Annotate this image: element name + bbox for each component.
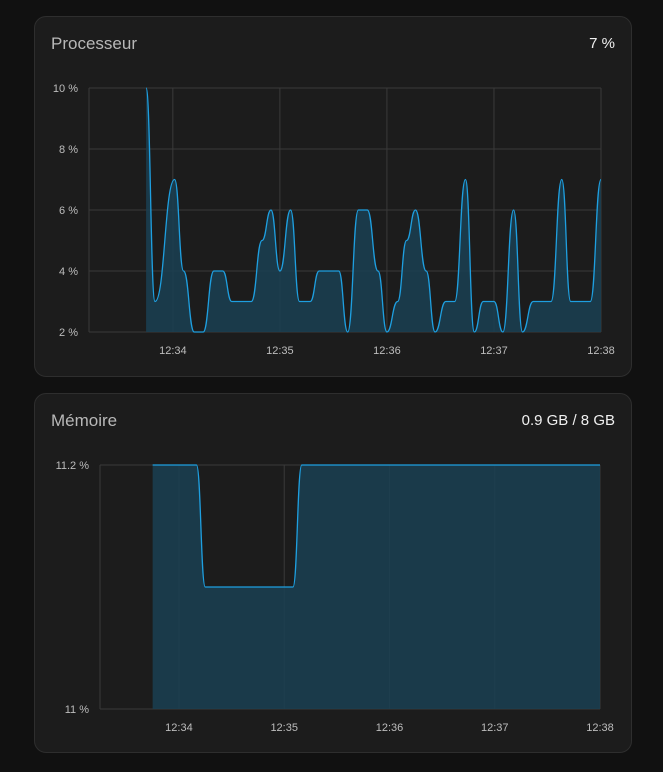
x-tick-label: 12:34 — [159, 345, 187, 357]
series-area — [152, 465, 600, 709]
x-tick-label: 12:37 — [480, 345, 508, 357]
y-tick-label: 10 % — [53, 83, 78, 95]
x-tick-label: 12:36 — [373, 345, 401, 357]
y-tick-label: 4 % — [59, 266, 78, 278]
memory-value: 0.9 GB / 8 GB — [521, 412, 615, 429]
x-tick-label: 12:36 — [376, 722, 404, 734]
cpu-chart: 10 % 8 % 6 % 4 % 2 % 12:34 12:35 12:36 12:37 12:3… — [53, 83, 615, 357]
y-tick-label: 11.2 % — [56, 460, 90, 472]
x-tick-label: 12:37 — [481, 722, 509, 734]
x-tick-label: 12:34 — [165, 722, 193, 734]
memory-card: Mémoire 0.9 GB / 8 GB 11.2 % 11 % 12:34 12:… — [34, 393, 632, 753]
memory-chart: 11.2 % 11 % 12:34 12:35 12:36 12:37 12:38 — [56, 460, 614, 734]
cpu-value: 7 % — [589, 35, 615, 52]
x-tick-label: 12:38 — [587, 345, 615, 357]
y-tick-label: 8 % — [59, 144, 78, 156]
y-tick-label: 2 % — [59, 327, 78, 339]
y-tick-label: 6 % — [59, 205, 78, 217]
x-tick-label: 12:38 — [586, 722, 614, 734]
memory-title: Mémoire — [51, 411, 118, 430]
series-area — [146, 88, 601, 332]
cpu-card: Processeur 7 % 10 % 8 % 6 % 4 % 2 % 12:34 12:3… — [34, 16, 632, 377]
cpu-title: Processeur — [51, 34, 137, 53]
series-line — [145, 87, 602, 333]
x-tick-label: 12:35 — [266, 345, 294, 357]
x-tick-label: 12:35 — [270, 722, 298, 734]
series-line — [152, 464, 600, 588]
y-tick-label: 11 % — [65, 704, 89, 716]
